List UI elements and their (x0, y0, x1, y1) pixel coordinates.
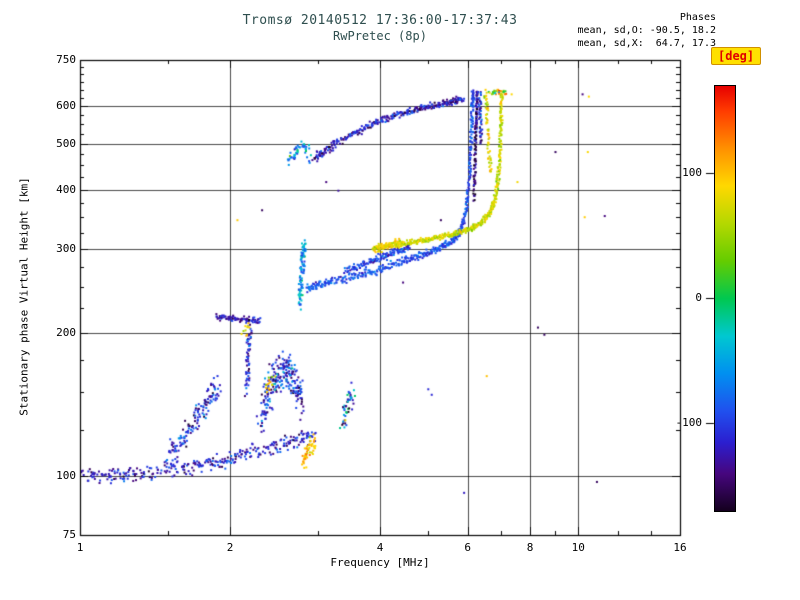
x-axis-label: Frequency [MHz] (330, 556, 430, 569)
colorbar (714, 85, 736, 512)
colorbar-unit-label: [deg] (711, 47, 762, 65)
y-axis-label: Stationary phase Virtual Height [km] (17, 177, 31, 416)
